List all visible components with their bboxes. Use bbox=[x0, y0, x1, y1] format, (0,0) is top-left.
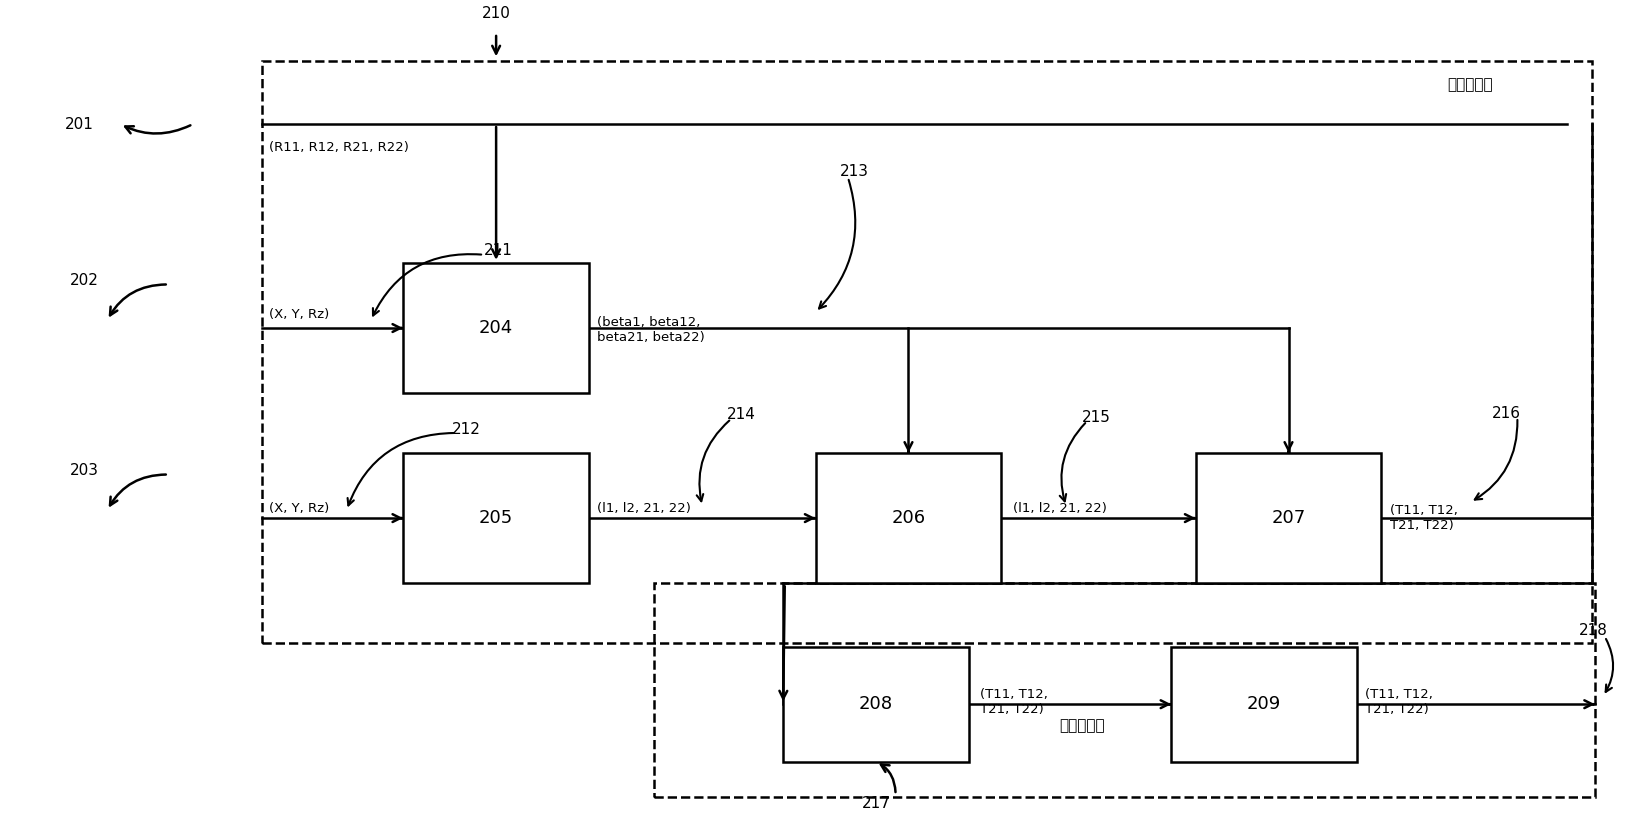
Text: 201: 201 bbox=[65, 117, 95, 132]
Text: (T11, T12,
T21, T22): (T11, T12, T21, T22) bbox=[1389, 503, 1457, 531]
Text: (l1, l2, 21, 22): (l1, l2, 21, 22) bbox=[597, 502, 691, 515]
Text: 217: 217 bbox=[861, 796, 890, 811]
Text: 205: 205 bbox=[479, 509, 513, 527]
Bar bbox=[782, 647, 968, 761]
Text: 202: 202 bbox=[70, 273, 99, 288]
Text: 207: 207 bbox=[1271, 509, 1306, 527]
Bar bbox=[654, 583, 1594, 798]
Text: (T11, T12,
T21, T22): (T11, T12, T21, T22) bbox=[980, 688, 1048, 716]
Text: 210: 210 bbox=[481, 6, 510, 21]
Text: 203: 203 bbox=[70, 463, 99, 478]
Text: (X, Y, Rz): (X, Y, Rz) bbox=[269, 502, 329, 515]
Text: 214: 214 bbox=[725, 407, 755, 422]
Bar bbox=[403, 452, 588, 583]
Text: 206: 206 bbox=[892, 509, 924, 527]
Text: 213: 213 bbox=[839, 164, 869, 179]
Text: (l1, l2, 21, 22): (l1, l2, 21, 22) bbox=[1012, 502, 1107, 515]
Text: 208: 208 bbox=[859, 695, 893, 714]
Text: (beta1, beta12,
beta21, beta22): (beta1, beta12, beta21, beta22) bbox=[597, 316, 704, 344]
Bar bbox=[1195, 452, 1381, 583]
Text: 211: 211 bbox=[484, 243, 512, 258]
Bar bbox=[815, 452, 1001, 583]
Text: (X, Y, Rz): (X, Y, Rz) bbox=[269, 307, 329, 321]
Text: 212: 212 bbox=[452, 422, 481, 437]
Text: 执行器系统: 执行器系统 bbox=[1447, 77, 1493, 92]
Text: 执行器接口: 执行器接口 bbox=[1060, 719, 1105, 733]
Text: 215: 215 bbox=[1082, 410, 1110, 424]
Bar bbox=[262, 61, 1591, 643]
Text: 204: 204 bbox=[479, 319, 513, 337]
Text: 216: 216 bbox=[1490, 405, 1519, 421]
Bar bbox=[403, 263, 588, 393]
Text: (R11, R12, R21, R22): (R11, R12, R21, R22) bbox=[269, 142, 409, 154]
Text: 209: 209 bbox=[1247, 695, 1281, 714]
Text: (T11, T12,
T21, T22): (T11, T12, T21, T22) bbox=[1364, 688, 1433, 716]
Bar bbox=[1170, 647, 1356, 761]
Text: 218: 218 bbox=[1578, 624, 1607, 639]
